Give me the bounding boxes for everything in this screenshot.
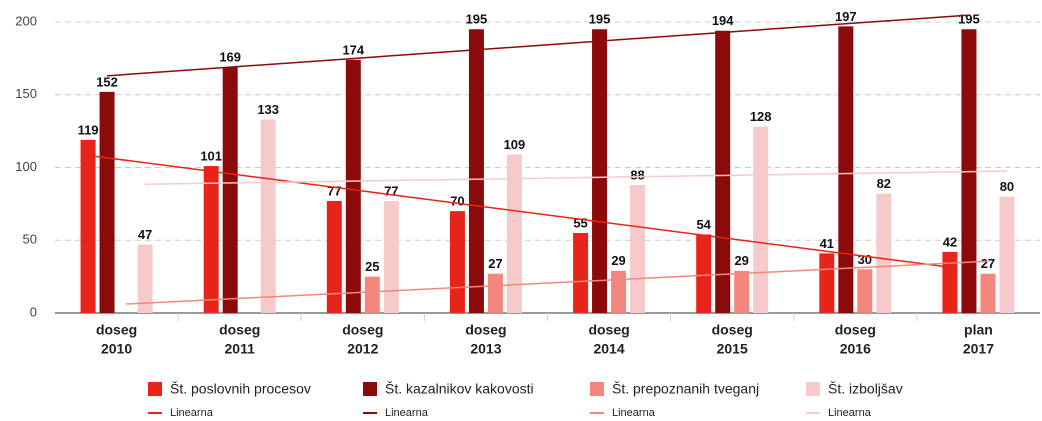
bar	[980, 273, 996, 313]
legend-label: Št. poslovnih procesov	[170, 381, 311, 397]
data-label: 128	[750, 109, 772, 124]
x-tick-label: 2011	[225, 341, 256, 357]
legend-swatch	[363, 382, 377, 396]
data-label: 109	[504, 137, 526, 152]
data-label: 47	[138, 227, 152, 242]
legend-trend-label: Linearna	[612, 407, 656, 419]
data-label: 152	[96, 74, 118, 89]
data-label: 169	[219, 50, 241, 65]
bar	[506, 154, 522, 313]
y-tick-label: 100	[15, 159, 37, 174]
bar	[345, 59, 361, 313]
x-tick-label: 2015	[717, 341, 748, 357]
x-tick-label: doseg	[712, 322, 753, 338]
bar	[326, 200, 342, 313]
data-label: 195	[958, 12, 980, 27]
bar	[592, 29, 608, 314]
trendline	[145, 170, 1007, 185]
bar	[487, 273, 503, 313]
legend-trend-label: Linearna	[170, 407, 214, 419]
bar	[942, 251, 958, 313]
data-label: 70	[450, 194, 464, 209]
bar	[611, 270, 627, 313]
bar	[715, 30, 731, 313]
bar	[838, 26, 854, 314]
data-label: 195	[589, 12, 611, 27]
bar	[696, 234, 712, 313]
bar	[260, 119, 276, 313]
bar	[573, 232, 589, 313]
bar	[449, 211, 465, 313]
bar	[857, 269, 873, 313]
data-label: 77	[327, 183, 341, 198]
legend-swatch	[806, 382, 820, 396]
data-label: 119	[78, 122, 99, 137]
bar	[999, 196, 1015, 313]
data-label: 42	[943, 234, 957, 249]
legend-label: Št. prepoznanih tveganj	[612, 381, 759, 397]
data-label: 101	[200, 148, 222, 163]
bar	[630, 184, 646, 313]
bar	[819, 253, 835, 313]
bar	[203, 166, 219, 313]
x-tick-label: doseg	[342, 322, 383, 338]
data-label: 25	[365, 259, 379, 274]
data-label: 80	[1000, 179, 1014, 194]
x-tick-label: 2017	[963, 341, 994, 357]
data-label: 41	[820, 236, 834, 251]
y-tick-label: 0	[30, 304, 37, 319]
bar	[99, 91, 115, 313]
bar	[753, 126, 769, 313]
bar	[137, 244, 153, 313]
x-tick-label: doseg	[588, 322, 629, 338]
trendline	[107, 14, 969, 77]
data-label: 27	[488, 256, 502, 271]
legend-label: Št. kazalnikov kakovosti	[385, 381, 534, 397]
data-label: 88	[630, 167, 644, 182]
x-tick-label: plan	[964, 322, 993, 338]
data-label: 197	[835, 9, 857, 24]
trendline	[87, 154, 951, 269]
x-tick-label: 2016	[840, 341, 871, 357]
data-label: 29	[734, 253, 748, 268]
bar	[734, 270, 750, 313]
y-tick-label: 200	[15, 13, 37, 28]
bar	[364, 276, 380, 313]
data-label: 55	[573, 215, 587, 230]
y-tick-label: 150	[15, 86, 37, 101]
y-tick-label: 50	[23, 232, 37, 247]
x-tick-label: 2014	[593, 341, 624, 357]
data-label: 82	[877, 176, 891, 191]
x-tick-label: doseg	[219, 322, 260, 338]
data-label: 30	[858, 252, 872, 267]
data-label: 133	[257, 102, 279, 117]
legend-trend-label: Linearna	[385, 407, 429, 419]
trendline	[126, 260, 988, 305]
bar	[876, 193, 892, 313]
data-label: 27	[981, 256, 995, 271]
x-tick-label: doseg	[465, 322, 506, 338]
x-tick-label: 2010	[101, 341, 132, 357]
bar	[222, 67, 238, 313]
x-tick-label: doseg	[96, 322, 137, 338]
data-label: 54	[696, 217, 711, 232]
legend-label: Št. izboljšav	[828, 381, 903, 397]
x-tick-label: doseg	[835, 322, 876, 338]
bar	[383, 200, 399, 313]
x-tick-label: 2012	[347, 341, 378, 357]
bar	[80, 139, 96, 313]
data-label: 194	[712, 13, 734, 28]
data-label: 29	[611, 253, 625, 268]
data-label: 174	[342, 42, 364, 57]
x-tick-label: 2013	[470, 341, 501, 357]
legend-swatch	[148, 382, 162, 396]
bar	[468, 29, 484, 314]
legend-trend-label: Linearna	[828, 407, 872, 419]
legend-swatch	[590, 382, 604, 396]
data-label: 195	[466, 12, 488, 27]
